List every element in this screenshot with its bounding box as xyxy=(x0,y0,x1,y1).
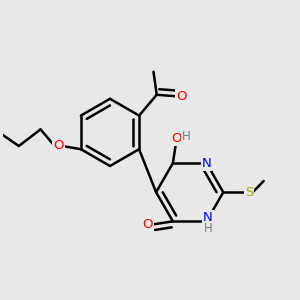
Text: O: O xyxy=(143,218,153,231)
Text: O: O xyxy=(171,132,181,145)
Text: H: H xyxy=(182,130,191,143)
Text: O: O xyxy=(176,90,187,103)
Text: O: O xyxy=(53,140,64,152)
Text: N: N xyxy=(203,211,213,224)
Text: H: H xyxy=(204,222,212,235)
Text: S: S xyxy=(245,186,253,199)
Text: N: N xyxy=(202,157,212,169)
